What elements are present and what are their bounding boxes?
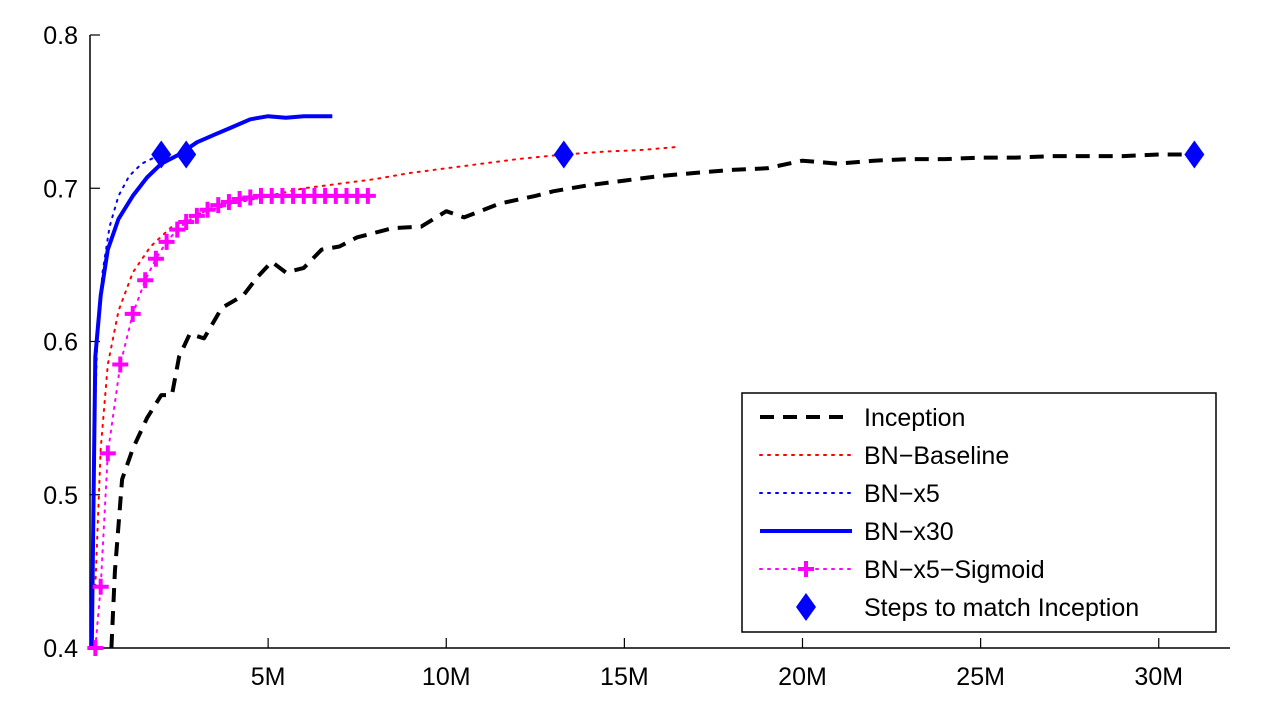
data-point-marker [1184,140,1205,169]
legend-label: Steps to match Inception [864,594,1139,622]
x-tick-label: 5M [251,663,286,691]
series-line [94,194,369,649]
series-line [89,114,333,649]
data-point-marker [553,140,574,169]
legend-label: Inception [864,404,965,432]
series-bn-x5-sigmoid [87,187,376,656]
axes: 0.4 0.5 0.6 0.7 0.8 5M 10M 15M 20M 25M 30M [43,22,1230,691]
series-layer [87,114,1205,656]
x-tick-label: 10M [422,663,471,691]
data-point-marker [176,140,197,169]
x-tick-label: 20M [778,663,827,691]
series-steps-to-match-inception [151,140,1205,169]
legend-label: BN−x5−Sigmoid [864,556,1045,584]
x-tick-label: 30M [1134,663,1183,691]
legend-label: BN−x30 [864,518,954,546]
x-tick-label: 25M [956,663,1005,691]
y-tick-label: 0.7 [43,175,78,203]
data-point-marker [151,140,172,169]
legend-label: BN−Baseline [864,442,1009,470]
x-tick-label: 15M [600,663,649,691]
legend: Inception BN−Baseline BN−x5 BN−x30 BN−x5−Sig… [741,392,1217,633]
series-line [109,152,1195,649]
series-inception [109,152,1195,649]
series-bn-baseline [94,145,679,588]
y-tick-label: 0.5 [43,482,78,510]
y-tick-label: 0.6 [43,329,78,357]
legend-box [741,392,1217,633]
series-line [94,145,679,588]
y-tick-label: 0.8 [43,22,78,50]
legend-label: BN−x5 [864,480,940,508]
y-tick-label: 0.4 [43,635,78,663]
series-bn-x30 [89,114,333,649]
legend-swatch-marker [796,593,816,621]
